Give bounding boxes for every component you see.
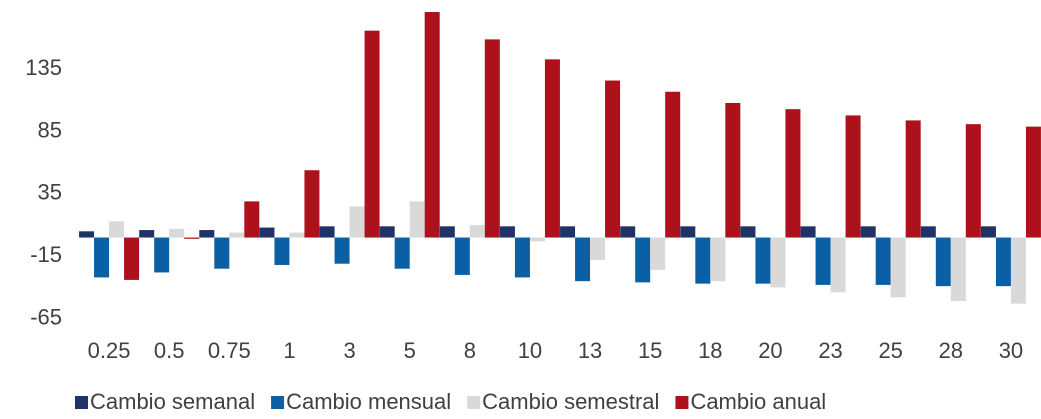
bar xyxy=(424,11,440,238)
y-tick-label: 35 xyxy=(38,180,62,205)
legend-label: Cambio semanal xyxy=(90,389,255,414)
bar xyxy=(740,226,756,238)
bar xyxy=(815,237,831,285)
bar xyxy=(454,237,470,275)
bar xyxy=(334,237,350,264)
bar xyxy=(860,226,876,238)
bar xyxy=(665,91,681,238)
bar xyxy=(139,230,155,238)
bar xyxy=(560,226,576,238)
bar xyxy=(710,237,726,282)
bar xyxy=(590,237,606,260)
bar xyxy=(319,226,335,238)
x-tick-label: 25 xyxy=(878,338,902,363)
legend-label: Cambio mensual xyxy=(286,389,451,414)
bar xyxy=(469,225,485,238)
x-tick-label: 20 xyxy=(758,338,782,363)
x-tick-label: 3 xyxy=(343,338,355,363)
bar xyxy=(169,228,185,238)
bar xyxy=(770,237,786,288)
legend-swatch xyxy=(467,396,481,409)
bar xyxy=(680,226,696,238)
bar xyxy=(905,120,921,238)
bar xyxy=(274,237,290,265)
x-tick-label: 0.5 xyxy=(154,338,185,363)
bar xyxy=(409,201,425,238)
legend-swatch xyxy=(675,396,689,409)
bar xyxy=(635,237,651,283)
y-tick-label: 85 xyxy=(38,117,62,142)
bar xyxy=(935,237,951,287)
bar xyxy=(1025,126,1041,238)
bar xyxy=(890,237,906,298)
bar xyxy=(439,226,455,238)
bar xyxy=(304,170,320,238)
x-tick-label: 10 xyxy=(518,338,542,363)
bar xyxy=(875,237,891,285)
x-tick-label: 8 xyxy=(464,338,476,363)
legend-swatch xyxy=(271,396,285,409)
bar xyxy=(79,231,95,238)
bar xyxy=(349,206,365,238)
bar xyxy=(965,124,981,238)
bar xyxy=(1010,237,1026,304)
bar xyxy=(755,237,771,284)
bar xyxy=(950,237,966,302)
bar xyxy=(529,237,545,242)
x-tick-label: 13 xyxy=(578,338,602,363)
bar xyxy=(259,227,275,238)
bar xyxy=(244,201,260,238)
bar xyxy=(785,109,801,238)
bar xyxy=(124,237,140,280)
bar xyxy=(800,226,816,238)
x-tick-label: 0.25 xyxy=(88,338,131,363)
x-tick-label: 28 xyxy=(939,338,963,363)
y-tick-label: 135 xyxy=(25,55,62,80)
bar xyxy=(364,30,380,238)
bar xyxy=(845,115,861,238)
x-tick-label: 18 xyxy=(698,338,722,363)
bar xyxy=(214,237,230,269)
x-tick-label: 30 xyxy=(999,338,1023,363)
bar xyxy=(620,226,636,238)
x-tick-label: 23 xyxy=(818,338,842,363)
bar xyxy=(289,232,305,238)
bar xyxy=(995,237,1011,287)
bar xyxy=(650,237,666,270)
bar xyxy=(605,80,621,238)
y-tick-label: -15 xyxy=(30,242,62,267)
x-tick-label: 1 xyxy=(283,338,295,363)
bar xyxy=(725,102,741,238)
bar xyxy=(499,226,515,238)
bar xyxy=(379,226,395,238)
x-tick-label: 15 xyxy=(638,338,662,363)
bar xyxy=(109,221,125,238)
x-tick-label: 5 xyxy=(404,338,416,363)
y-tick-label: -65 xyxy=(30,304,62,329)
bar xyxy=(154,237,170,273)
bar xyxy=(980,226,996,238)
legend-label: Cambio semestral xyxy=(482,389,659,414)
legend-swatch xyxy=(75,396,88,409)
x-tick-label: 0.75 xyxy=(208,338,251,363)
bar xyxy=(184,237,200,239)
bar xyxy=(920,226,936,238)
bar xyxy=(199,230,215,238)
bar xyxy=(695,237,711,284)
bar xyxy=(575,237,591,282)
bar xyxy=(830,237,846,293)
bar xyxy=(229,232,245,238)
bar xyxy=(544,59,560,238)
bar xyxy=(484,39,500,238)
bar xyxy=(394,237,410,269)
bar xyxy=(514,237,530,278)
bar xyxy=(94,237,110,278)
legend-label: Cambio anual xyxy=(690,389,826,414)
